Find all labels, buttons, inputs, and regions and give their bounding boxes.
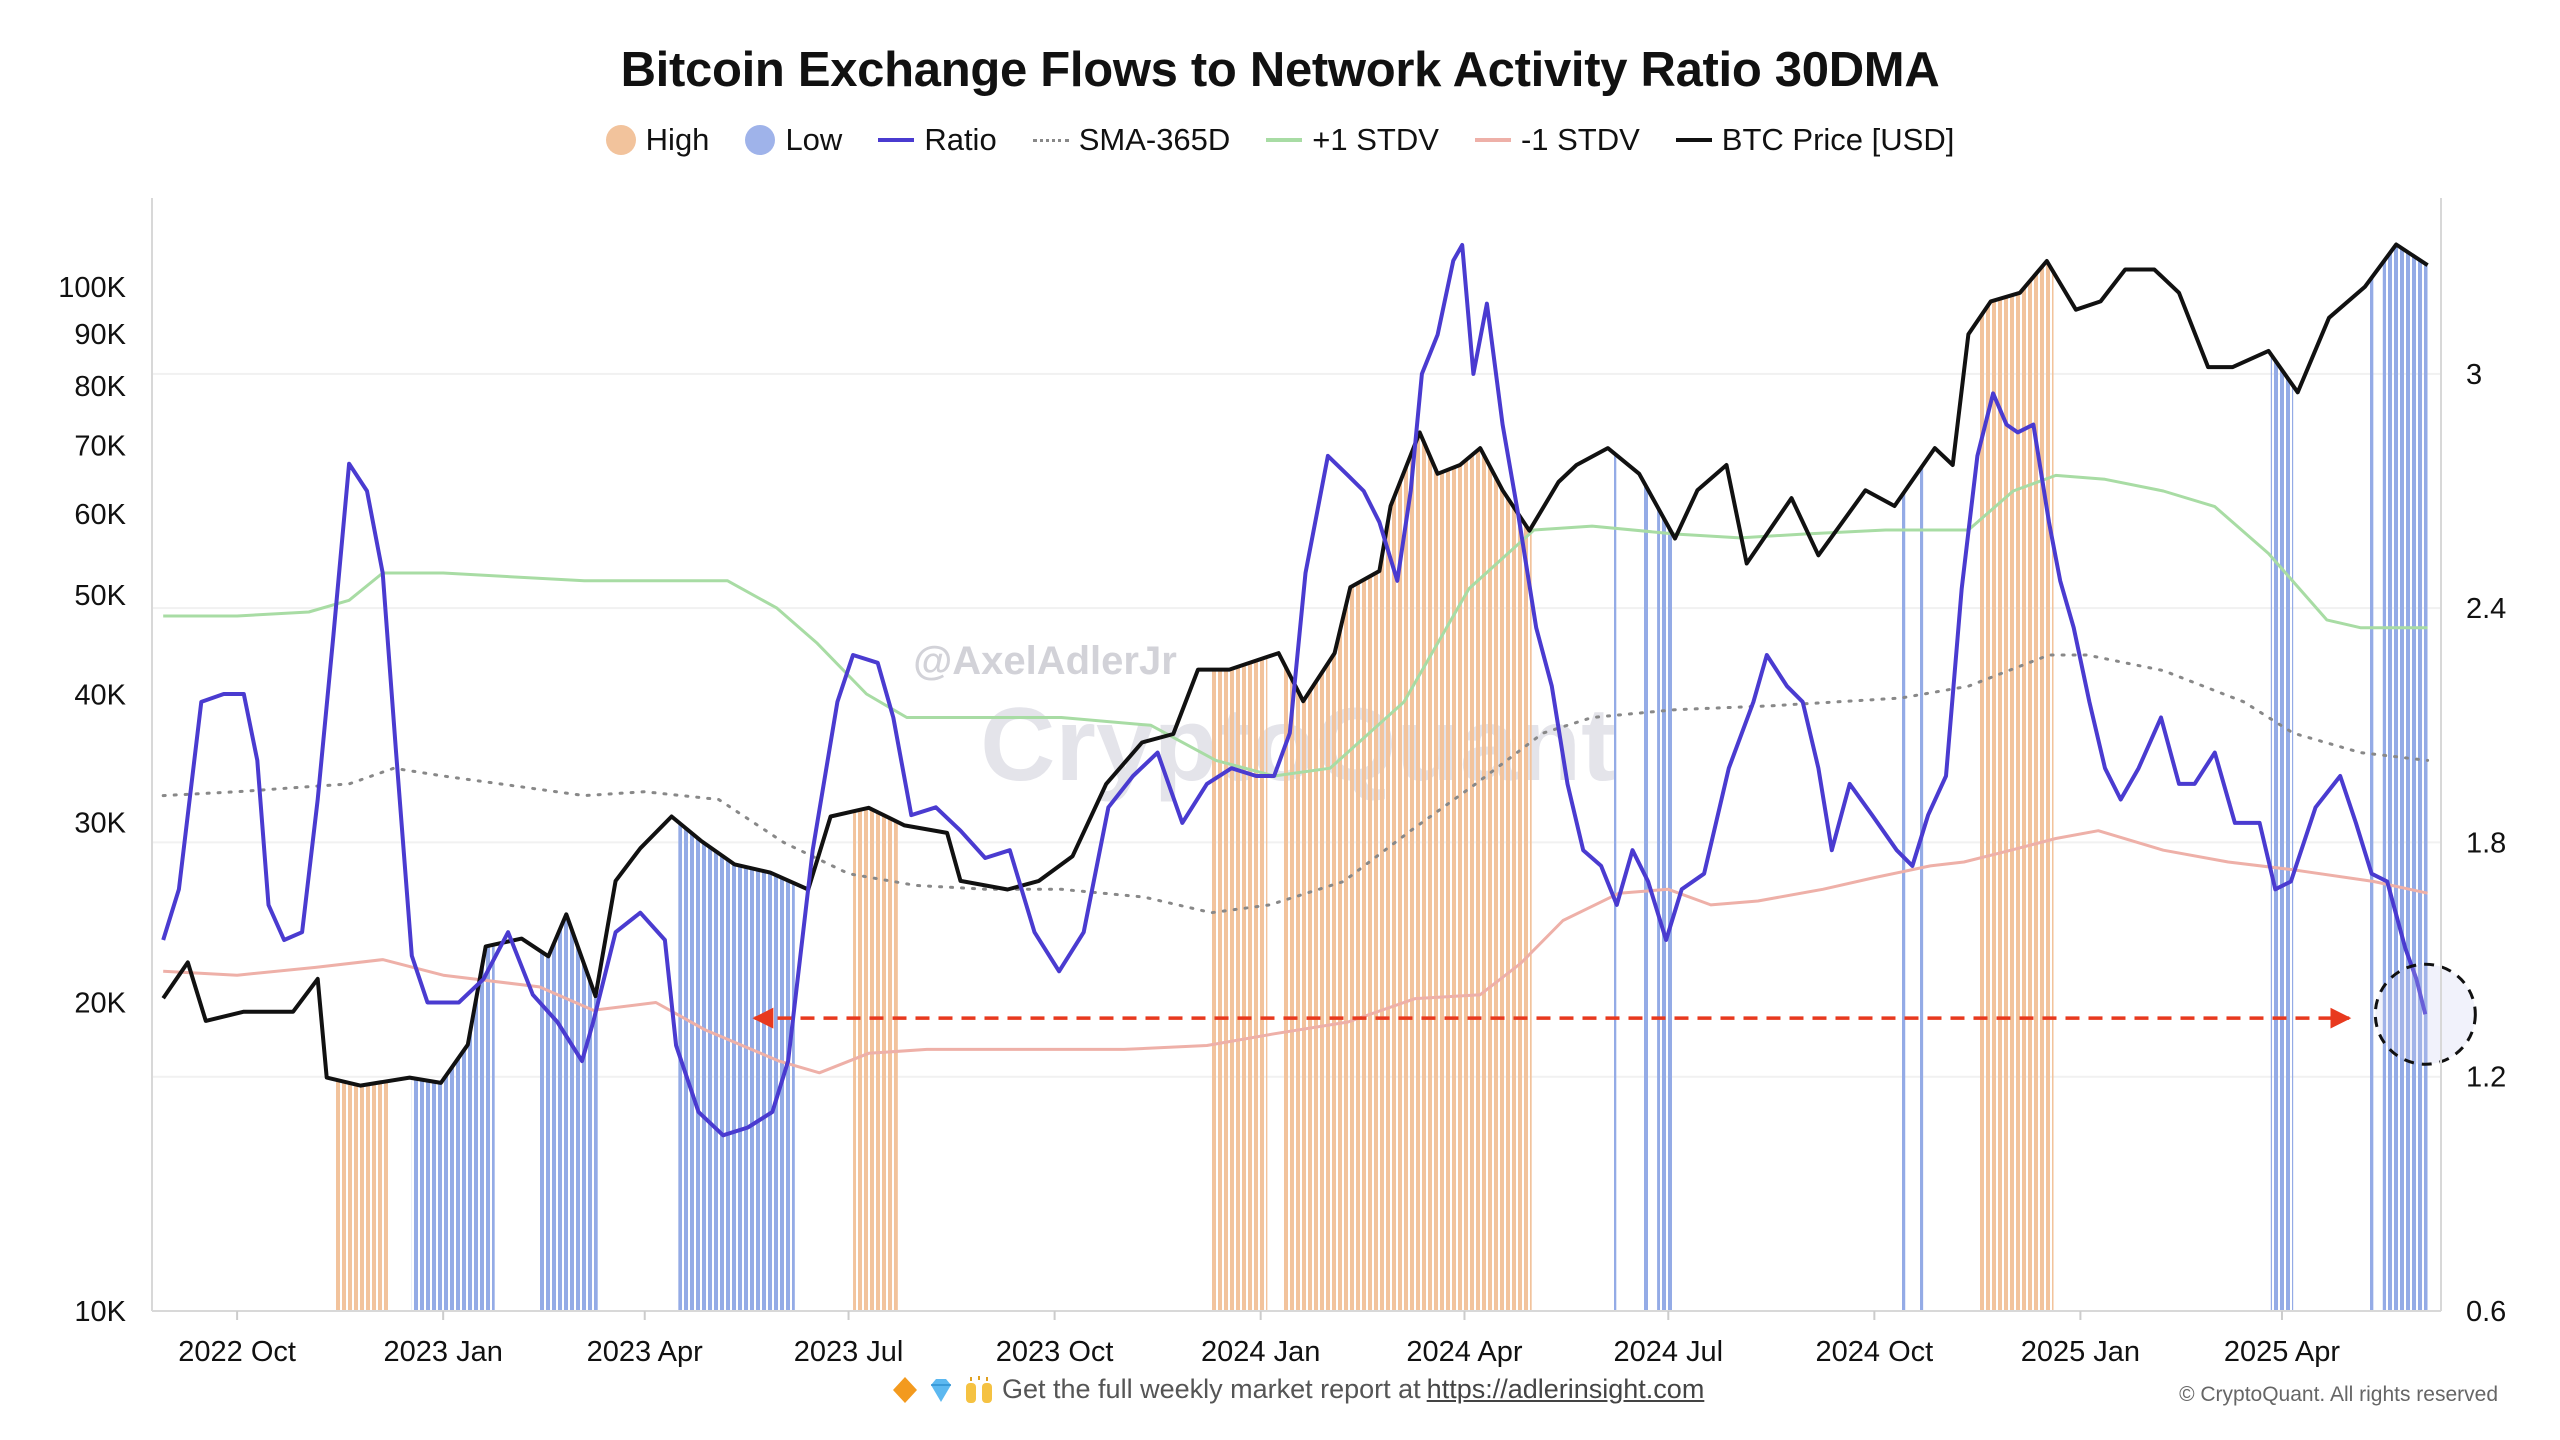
x-tick-label: 2023 Apr xyxy=(587,1336,703,1368)
y-left-tick-label: 90K xyxy=(74,319,126,351)
x-tick-label: 2023 Jul xyxy=(794,1336,904,1368)
legend-label: -1 STDV xyxy=(1520,122,1640,157)
legend: High Low Ratio SMA-365D +1 STDV -1 STDV BTC Pr… xyxy=(0,122,2560,158)
legend-item-low[interactable]: Low xyxy=(745,122,842,158)
gem-icon xyxy=(931,1378,951,1402)
y-left-tick-label: 80K xyxy=(74,371,126,403)
copyright: © CryptoQuant. All rights reserved xyxy=(2179,1383,2498,1406)
legend-label: BTC Price [USD] xyxy=(1721,122,1955,157)
legend-swatch xyxy=(1474,138,1511,142)
y-right-tick-label: 2.4 xyxy=(2466,593,2506,625)
legend-item-price[interactable]: BTC Price [USD] xyxy=(1675,122,1955,158)
legend-swatch xyxy=(605,125,636,155)
watermark-handle: @AxelAdlerJr xyxy=(913,639,1177,683)
y-right-tick-label: 1.8 xyxy=(2466,827,2506,859)
legend-item-high[interactable]: High xyxy=(605,122,710,158)
legend-item-plus[interactable]: +1 STDV xyxy=(1266,122,1439,158)
x-tick-label: 2024 Jul xyxy=(1613,1336,1723,1368)
x-tick-label: 2023 Oct xyxy=(996,1336,1114,1368)
y-left-tick-label: 10K xyxy=(74,1296,126,1328)
x-tick-label: 2025 Jan xyxy=(2021,1336,2140,1368)
series-sma-line xyxy=(161,653,2430,915)
x-tick-label: 2022 Oct xyxy=(178,1336,296,1368)
low-band xyxy=(2270,244,2294,1311)
series-lines xyxy=(161,242,2430,1138)
legend-swatch xyxy=(1032,138,1069,142)
legend-label: High xyxy=(645,122,710,157)
y-left-tick-label: 40K xyxy=(74,679,126,711)
low-band xyxy=(1643,244,1649,1311)
chart-title: Bitcoin Exchange Flows to Network Activi… xyxy=(620,43,1940,97)
legend-label: Ratio xyxy=(924,122,997,157)
high-band xyxy=(1979,244,2054,1311)
high-band xyxy=(1211,244,1268,1311)
y-left-tick-label: 100K xyxy=(58,272,126,304)
legend-swatch xyxy=(878,138,915,142)
legend-swatch xyxy=(1266,138,1303,142)
orange-diamond-icon xyxy=(893,1376,917,1403)
x-tick-label: 2024 Oct xyxy=(1816,1336,1934,1368)
y-right-tick-label: 0.6 xyxy=(2466,1296,2506,1328)
footer: Get the full weekly market report at htt… xyxy=(890,1374,1704,1405)
low-band xyxy=(678,244,795,1311)
x-tick-label: 2025 Apr xyxy=(2224,1336,2340,1368)
legend-swatch xyxy=(745,125,776,155)
series-ratio-line xyxy=(161,243,2428,1138)
low-band xyxy=(1657,244,1673,1311)
y-left-tick-label: 30K xyxy=(74,807,126,839)
legend-swatch xyxy=(1675,138,1712,142)
high-band xyxy=(335,244,390,1311)
y-left-tick-label: 50K xyxy=(74,580,126,612)
high-band xyxy=(853,244,898,1311)
y-left-tick-label: 70K xyxy=(74,431,126,463)
axes: 0.6 1.2 1.8 2.4 3 10K 20K 30K 40K 50K 60K 70K 80K 90K… xyxy=(58,198,2506,1368)
footer-text: Get the full weekly market report at xyxy=(1002,1374,1421,1404)
high-low-bands xyxy=(335,244,2428,1311)
low-band xyxy=(1919,244,1924,1311)
x-tick-label: 2024 Jan xyxy=(1201,1336,1320,1368)
series-plus-line xyxy=(163,473,2428,778)
x-tick-label: 2023 Jan xyxy=(384,1336,503,1368)
report-link[interactable]: https://adlerinsight.com xyxy=(1426,1374,1705,1404)
raised-hands-icon xyxy=(966,1375,992,1403)
highlight-circle xyxy=(2373,962,2477,1066)
legend-item-minus[interactable]: -1 STDV xyxy=(1474,122,1640,158)
low-band xyxy=(1901,244,1906,1311)
y-left-tick-label: 20K xyxy=(74,988,126,1020)
y-right-tick-label: 1.2 xyxy=(2466,1062,2506,1094)
low-band xyxy=(2382,244,2428,1311)
low-band xyxy=(1612,244,1617,1311)
annotations xyxy=(752,962,2477,1066)
low-band xyxy=(2369,244,2374,1311)
legend-label: Low xyxy=(785,122,843,157)
series-price-line xyxy=(161,242,2429,1088)
low-band xyxy=(539,244,598,1311)
y-left-tick-label: 60K xyxy=(74,499,126,531)
legend-label: +1 STDV xyxy=(1312,122,1439,157)
x-tick-label: 2024 Apr xyxy=(1406,1336,1522,1368)
legend-label: SMA-365D xyxy=(1078,122,1231,157)
legend-item-ratio[interactable]: Ratio xyxy=(878,122,997,158)
legend-item-sma[interactable]: SMA-365D xyxy=(1032,122,1231,158)
y-right-tick-label: 3 xyxy=(2466,359,2482,391)
low-band xyxy=(411,244,495,1311)
series-minus-line xyxy=(163,829,2428,1075)
